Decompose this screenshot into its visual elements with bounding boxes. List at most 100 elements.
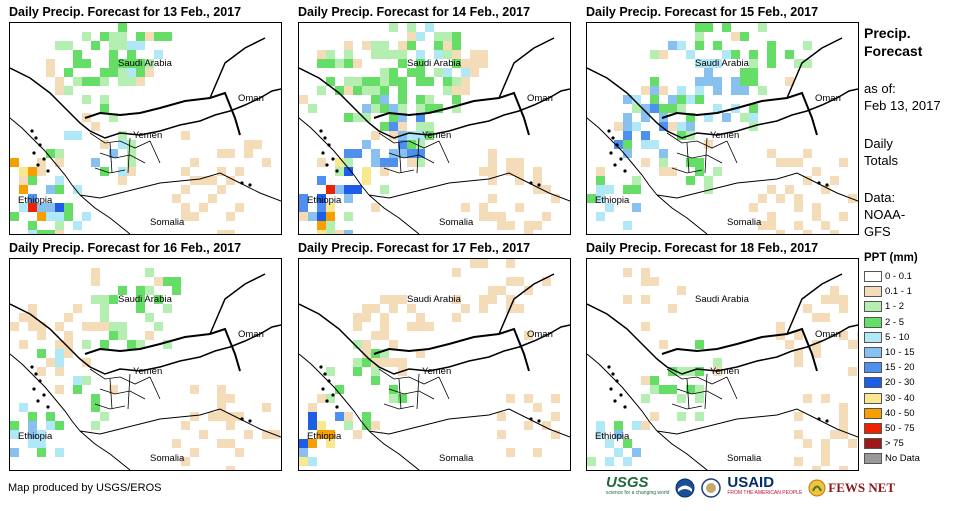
precip-cell	[398, 50, 407, 59]
precip-cell	[650, 77, 659, 86]
precip-cell	[353, 185, 362, 194]
precip-cell	[794, 412, 803, 421]
precip-cell	[136, 304, 145, 313]
precip-cell	[398, 295, 407, 304]
sidebar-title: Precip. Forecast	[864, 24, 922, 60]
country-label-yemen: Yemen	[710, 366, 739, 377]
precip-cell	[217, 185, 226, 194]
legend-row: No Data	[864, 451, 920, 466]
saudi-coast-line	[299, 303, 570, 375]
precip-cell	[596, 430, 605, 439]
precip-cell	[326, 203, 335, 212]
precip-cell	[82, 59, 91, 68]
precip-cell	[317, 158, 326, 167]
precip-cell	[82, 376, 91, 385]
precip-cell	[515, 277, 524, 286]
yemen-border-line	[84, 91, 241, 136]
gulf-of-aden-coast-line	[368, 172, 570, 202]
precip-cell	[380, 68, 389, 77]
precip-cell	[55, 340, 64, 349]
saudi-coast-line	[587, 303, 858, 375]
precip-cell	[785, 185, 794, 194]
red-sea-coast-line	[10, 353, 81, 432]
oman-border-line	[209, 37, 266, 99]
island-dot	[623, 169, 627, 173]
precip-cell	[217, 403, 226, 412]
legend-swatch	[864, 286, 882, 298]
precip-cell	[596, 185, 605, 194]
precip-cell	[659, 158, 668, 167]
precip-cell	[73, 50, 82, 59]
precip-cell	[145, 68, 154, 77]
precip-cell	[326, 394, 335, 403]
precip-cell	[64, 212, 73, 221]
precip-cell	[55, 158, 64, 167]
precip-cell	[299, 203, 308, 212]
precip-cell	[371, 158, 380, 167]
precip-cell	[118, 322, 127, 331]
red-sea-coast-line	[299, 353, 370, 432]
precip-cell	[371, 41, 380, 50]
precip-cell	[235, 448, 244, 457]
precip-cell	[362, 167, 371, 176]
precip-cell	[136, 295, 145, 304]
precip-cell	[785, 50, 794, 59]
oman-border-line	[209, 273, 266, 335]
precip-cell	[28, 439, 37, 448]
precip-cell	[677, 86, 686, 95]
daily-label: Daily	[864, 136, 893, 151]
precip-cell	[55, 212, 64, 221]
precip-cell	[371, 149, 380, 158]
precip-cell	[785, 77, 794, 86]
precip-cell	[812, 466, 821, 470]
precip-cell	[172, 439, 181, 448]
precip-cell	[641, 295, 650, 304]
precip-cell	[443, 50, 452, 59]
precip-cell	[650, 385, 659, 394]
island-dot	[325, 163, 329, 167]
precip-cell	[587, 194, 596, 203]
precip-cell	[416, 104, 425, 113]
precip-map-svg: Saudi Arabia Oman Yemen Ethiopia Somalia	[10, 23, 281, 234]
precip-cell	[335, 86, 344, 95]
precip-cell	[226, 212, 235, 221]
precip-cell	[145, 286, 154, 295]
precip-cell	[73, 185, 82, 194]
precip-cell	[821, 457, 830, 466]
precip-cell	[488, 212, 497, 221]
precip-cell	[226, 149, 235, 158]
legend-row: 20 - 30	[864, 375, 915, 390]
precip-cell	[109, 68, 118, 77]
yemen-border-line	[84, 327, 241, 372]
precip-cell	[389, 158, 398, 167]
island-dot	[240, 417, 244, 421]
precip-cell	[488, 194, 497, 203]
precip-cell	[650, 86, 659, 95]
legend-swatch	[864, 392, 882, 404]
precip-cell	[668, 41, 677, 50]
precip-cell	[650, 50, 659, 59]
precip-cell	[371, 131, 380, 140]
precip-cell	[82, 322, 91, 331]
precip-cell	[452, 77, 461, 86]
precip-cell	[326, 212, 335, 221]
precip-cell	[677, 104, 686, 113]
precip-cell	[749, 68, 758, 77]
island-dot	[331, 393, 335, 397]
precip-cell	[37, 448, 46, 457]
legend-row: 0.1 - 1	[864, 284, 912, 299]
precip-cell	[839, 158, 848, 167]
precip-cell	[145, 59, 154, 68]
precip-cell	[109, 50, 118, 59]
precip-cell	[317, 394, 326, 403]
precip-cell	[344, 185, 353, 194]
island-dot	[613, 163, 617, 167]
precip-cell	[461, 86, 470, 95]
precip-cell	[794, 358, 803, 367]
precip-cell	[28, 167, 37, 176]
precip-map: Saudi Arabia Oman Yemen Ethiopia Somalia	[586, 22, 859, 235]
precip-cell	[398, 95, 407, 104]
precip-cell	[641, 140, 650, 149]
island-dot	[615, 379, 619, 383]
legend-row: 50 - 75	[864, 421, 915, 436]
